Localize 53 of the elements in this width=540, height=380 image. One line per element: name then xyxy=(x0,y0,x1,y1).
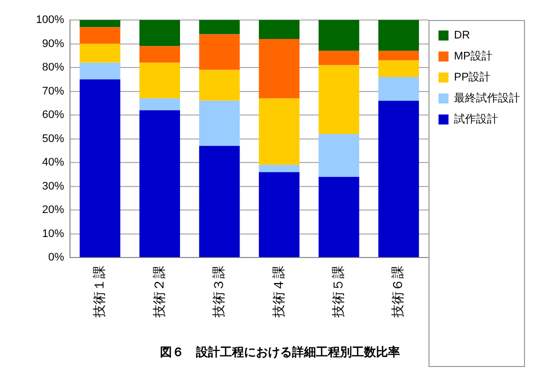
y-tick-label: 100% xyxy=(36,14,64,26)
bar xyxy=(258,20,300,40)
bar xyxy=(80,79,120,258)
y-tick-label: 0% xyxy=(48,252,64,264)
bar xyxy=(139,46,180,63)
bar xyxy=(199,146,240,258)
legend-label: 試作設計 xyxy=(454,112,498,126)
bar xyxy=(318,176,360,258)
text: 図６ 設計工程における詳細工程別工数比率 xyxy=(160,345,400,360)
legend-label: MP設計 xyxy=(454,50,492,63)
bar xyxy=(80,27,120,44)
x-tick-label: 技術３課 xyxy=(211,266,226,319)
bar xyxy=(80,44,120,63)
bar xyxy=(258,172,300,258)
bar xyxy=(318,134,360,177)
y-tick-label: 60% xyxy=(42,109,64,122)
legend-label: DR xyxy=(454,30,470,42)
y-tick-label: 30% xyxy=(42,180,64,192)
legend-label: 最終試作設計 xyxy=(454,92,520,105)
y-tick-label: 90% xyxy=(42,38,64,50)
bar xyxy=(258,39,300,98)
bar xyxy=(318,50,360,66)
bar xyxy=(378,77,419,101)
y-tick-label: 40% xyxy=(42,156,64,169)
x-tick-label: 技術５課 xyxy=(330,266,346,319)
x-tick-label: 技術１課 xyxy=(92,266,107,319)
bar xyxy=(80,62,120,80)
bar xyxy=(80,20,120,28)
y-tick-label: 80% xyxy=(42,62,64,74)
y-tick-label: 50% xyxy=(42,132,64,145)
bar xyxy=(258,98,300,165)
bar xyxy=(318,65,360,134)
bar xyxy=(139,20,180,46)
bar xyxy=(199,100,240,146)
bar xyxy=(378,100,419,258)
bar xyxy=(139,110,180,258)
bar xyxy=(318,20,360,51)
x-tick-label: 技術２課 xyxy=(151,266,166,319)
y-tick-label: 10% xyxy=(42,228,64,240)
y-tick-label: 70% xyxy=(42,85,64,98)
bar xyxy=(199,34,240,70)
legend-label: PP設計 xyxy=(454,70,491,84)
x-tick-label: 技術６課 xyxy=(390,266,406,319)
bar xyxy=(378,50,419,60)
bar xyxy=(139,98,180,110)
bar xyxy=(199,20,240,34)
bar xyxy=(378,20,419,51)
bar xyxy=(139,62,180,98)
bar xyxy=(378,60,419,78)
bar xyxy=(199,70,240,101)
bar xyxy=(258,164,300,172)
y-tick-label: 20% xyxy=(42,204,64,216)
x-tick-label: 技術４課 xyxy=(270,266,286,319)
